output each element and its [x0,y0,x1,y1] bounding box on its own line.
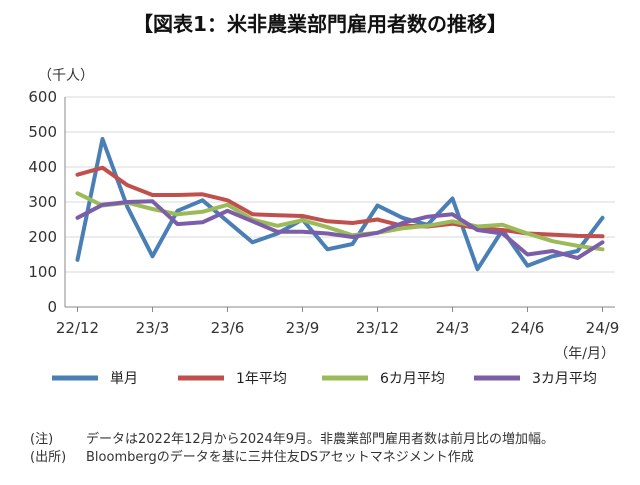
series-line-4 [75,199,605,260]
legend-label: 1年平均 [236,371,287,387]
x-tick-label: 24/9 [586,319,620,337]
note-label: (注) [30,432,54,447]
note-text: データは2022年12月から2024年9月。非農業部門雇用者数は前月比の増加幅。 [86,432,554,447]
x-tick-label: 24/6 [511,319,545,337]
legend-label: 単月 [110,371,138,387]
x-tick-label: 22/12 [56,319,99,337]
series-line-1 [75,137,605,272]
x-tick-label: 24/3 [436,319,470,337]
x-tick-label: 23/3 [136,319,170,337]
line-chart: 0 100 200 300 400 500 600 （千人） （年/月） 22/12 23/3 23/… [28,68,620,387]
source-row: (出所) Bloombergのデータを基に三井住友DSアセットマネジメント作成 [30,446,474,465]
x-tick-label: 23/12 [356,319,399,337]
source-text: Bloombergのデータを基に三井住友DSアセットマネジメント作成 [86,450,474,465]
note-row: (注) データは2022年12月から2024年9月。非農業部門雇用者数は前月比の増… [30,428,554,447]
y-tick-label: 500 [28,123,57,141]
y-tick-label: 0 [47,298,57,316]
chart-title: 【図表1：米非農業部門雇用者数の推移】 [133,12,507,36]
y-tick-label: 600 [28,88,57,106]
legend-label: 6カ月平均 [380,371,445,387]
y-tick-label: 200 [28,228,57,246]
legend-label: 3カ月平均 [532,371,597,387]
y-unit-label: （千人） [38,68,94,84]
x-tick-label: 23/9 [286,319,320,337]
y-tick-label: 400 [28,158,57,176]
source-label: (出所) [30,450,67,465]
y-tick-label: 100 [28,263,57,281]
series-line-2 [75,165,605,239]
x-unit-label: （年/月） [554,346,615,362]
y-tick-label: 300 [28,193,57,211]
x-tick-label: 23/6 [211,319,245,337]
